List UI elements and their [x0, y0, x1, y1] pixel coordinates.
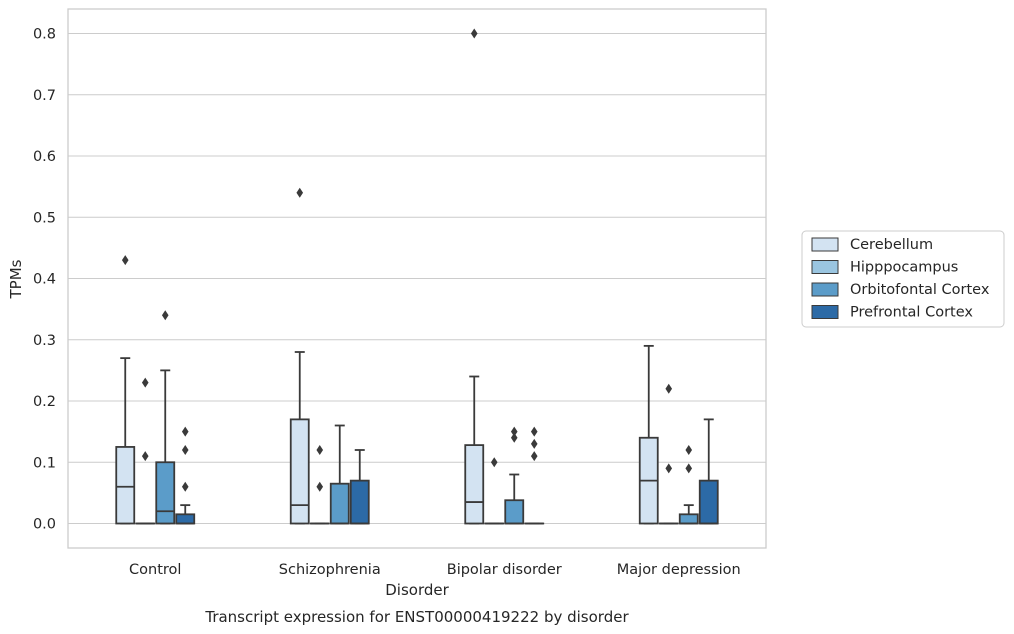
box-iqr [289, 418, 310, 525]
legend-frame [801, 230, 1005, 328]
outlier-point [121, 255, 129, 266]
box-iqr [349, 479, 370, 525]
box-hipppocampus [135, 377, 156, 525]
y-tick-label: 0.3 [33, 333, 56, 349]
box-cerebellum [464, 28, 485, 525]
box-iqr [175, 513, 196, 525]
y-tick-labels: 0.0 0.1 0.2 0.3 0.4 0.5 0.6 0.7 0.8 [33, 27, 56, 533]
box-iqr [115, 446, 136, 525]
chart-caption: Transcript expression for ENST0000041922… [204, 608, 629, 626]
x-tick-label: Major depression [617, 562, 741, 578]
x-tick-label: Schizophrenia [279, 562, 381, 578]
outlier-point [685, 463, 693, 474]
outlier-point [510, 432, 518, 443]
outlier-point [316, 481, 324, 492]
outlier-point [181, 445, 189, 455]
y-tick-label: 0.4 [33, 272, 56, 288]
box-orbitofontal-cortex [155, 310, 176, 525]
outlier-point [530, 451, 538, 462]
box-cerebellum [638, 344, 659, 525]
legend-swatch [811, 282, 839, 297]
y-tick-label: 0.1 [33, 455, 56, 471]
outlier-point [316, 445, 324, 455]
box-cerebellum [289, 187, 310, 525]
legend: Cerebellum Hipppocampus Orbitofontal Corte… [801, 230, 1005, 328]
outlier-point [510, 426, 518, 437]
box-iqr [678, 513, 699, 525]
x-tick-label: Control [129, 562, 181, 578]
plot-frame [67, 8, 767, 549]
y-tick-label: 0.6 [33, 149, 56, 165]
outlier-point [490, 457, 498, 468]
box-prefrontal-cortex [698, 418, 719, 525]
legend-label: Prefrontal Cortex [850, 305, 973, 321]
legend-label: Orbitofontal Cortex [850, 282, 990, 298]
outlier-point [665, 463, 673, 474]
legend-label: Cerebellum [850, 237, 933, 253]
y-tick-label: 0.8 [33, 27, 56, 43]
legend-swatch [811, 305, 839, 319]
box-orbitofontal-cortex [329, 424, 350, 525]
outlier-point [470, 28, 478, 39]
box-hipppocampus [484, 457, 505, 525]
box-hipppocampus [658, 383, 679, 525]
box-prefrontal-cortex [524, 426, 545, 525]
boxes-layer [115, 28, 719, 525]
box-orbitofontal-cortex [678, 445, 699, 525]
legend-label: Hipppocampus [850, 260, 958, 276]
x-tick-label: Bipolar disorder [447, 562, 562, 578]
outlier-point [665, 383, 673, 394]
box-iqr [329, 482, 350, 525]
legend-swatch [811, 260, 839, 274]
box-prefrontal-cortex [175, 426, 196, 525]
y-tick-label: 0.5 [33, 210, 56, 226]
outlier-point [296, 187, 304, 198]
outlier-point [530, 426, 538, 437]
outlier-point [141, 451, 149, 462]
y-tick-label: 0.7 [33, 88, 56, 104]
outlier-point [685, 445, 693, 455]
box-cerebellum [115, 255, 136, 525]
legend-swatch [811, 237, 839, 252]
y-tick-label: 0.2 [33, 394, 56, 410]
outlier-point [530, 438, 538, 449]
box-hipppocampus [309, 445, 330, 525]
y-axis-label: TPMs [7, 259, 25, 299]
x-axis-label: Disorder [385, 581, 449, 599]
outlier-point [181, 481, 189, 492]
box-iqr [504, 499, 525, 525]
x-tick-labels: Control Schizophrenia Bipolar disorder Majo… [129, 562, 741, 578]
box-iqr [464, 444, 485, 525]
outlier-point [181, 426, 189, 437]
y-tick-label: 0.0 [33, 517, 56, 533]
legend-items: Cerebellum Hipppocampus Orbitofontal Corte… [811, 237, 990, 321]
box-prefrontal-cortex [349, 449, 370, 525]
outlier-point [161, 310, 169, 321]
box-orbitofontal-cortex [504, 426, 525, 525]
outlier-point [141, 377, 149, 388]
box-iqr [698, 479, 719, 525]
box-iqr [155, 461, 176, 525]
